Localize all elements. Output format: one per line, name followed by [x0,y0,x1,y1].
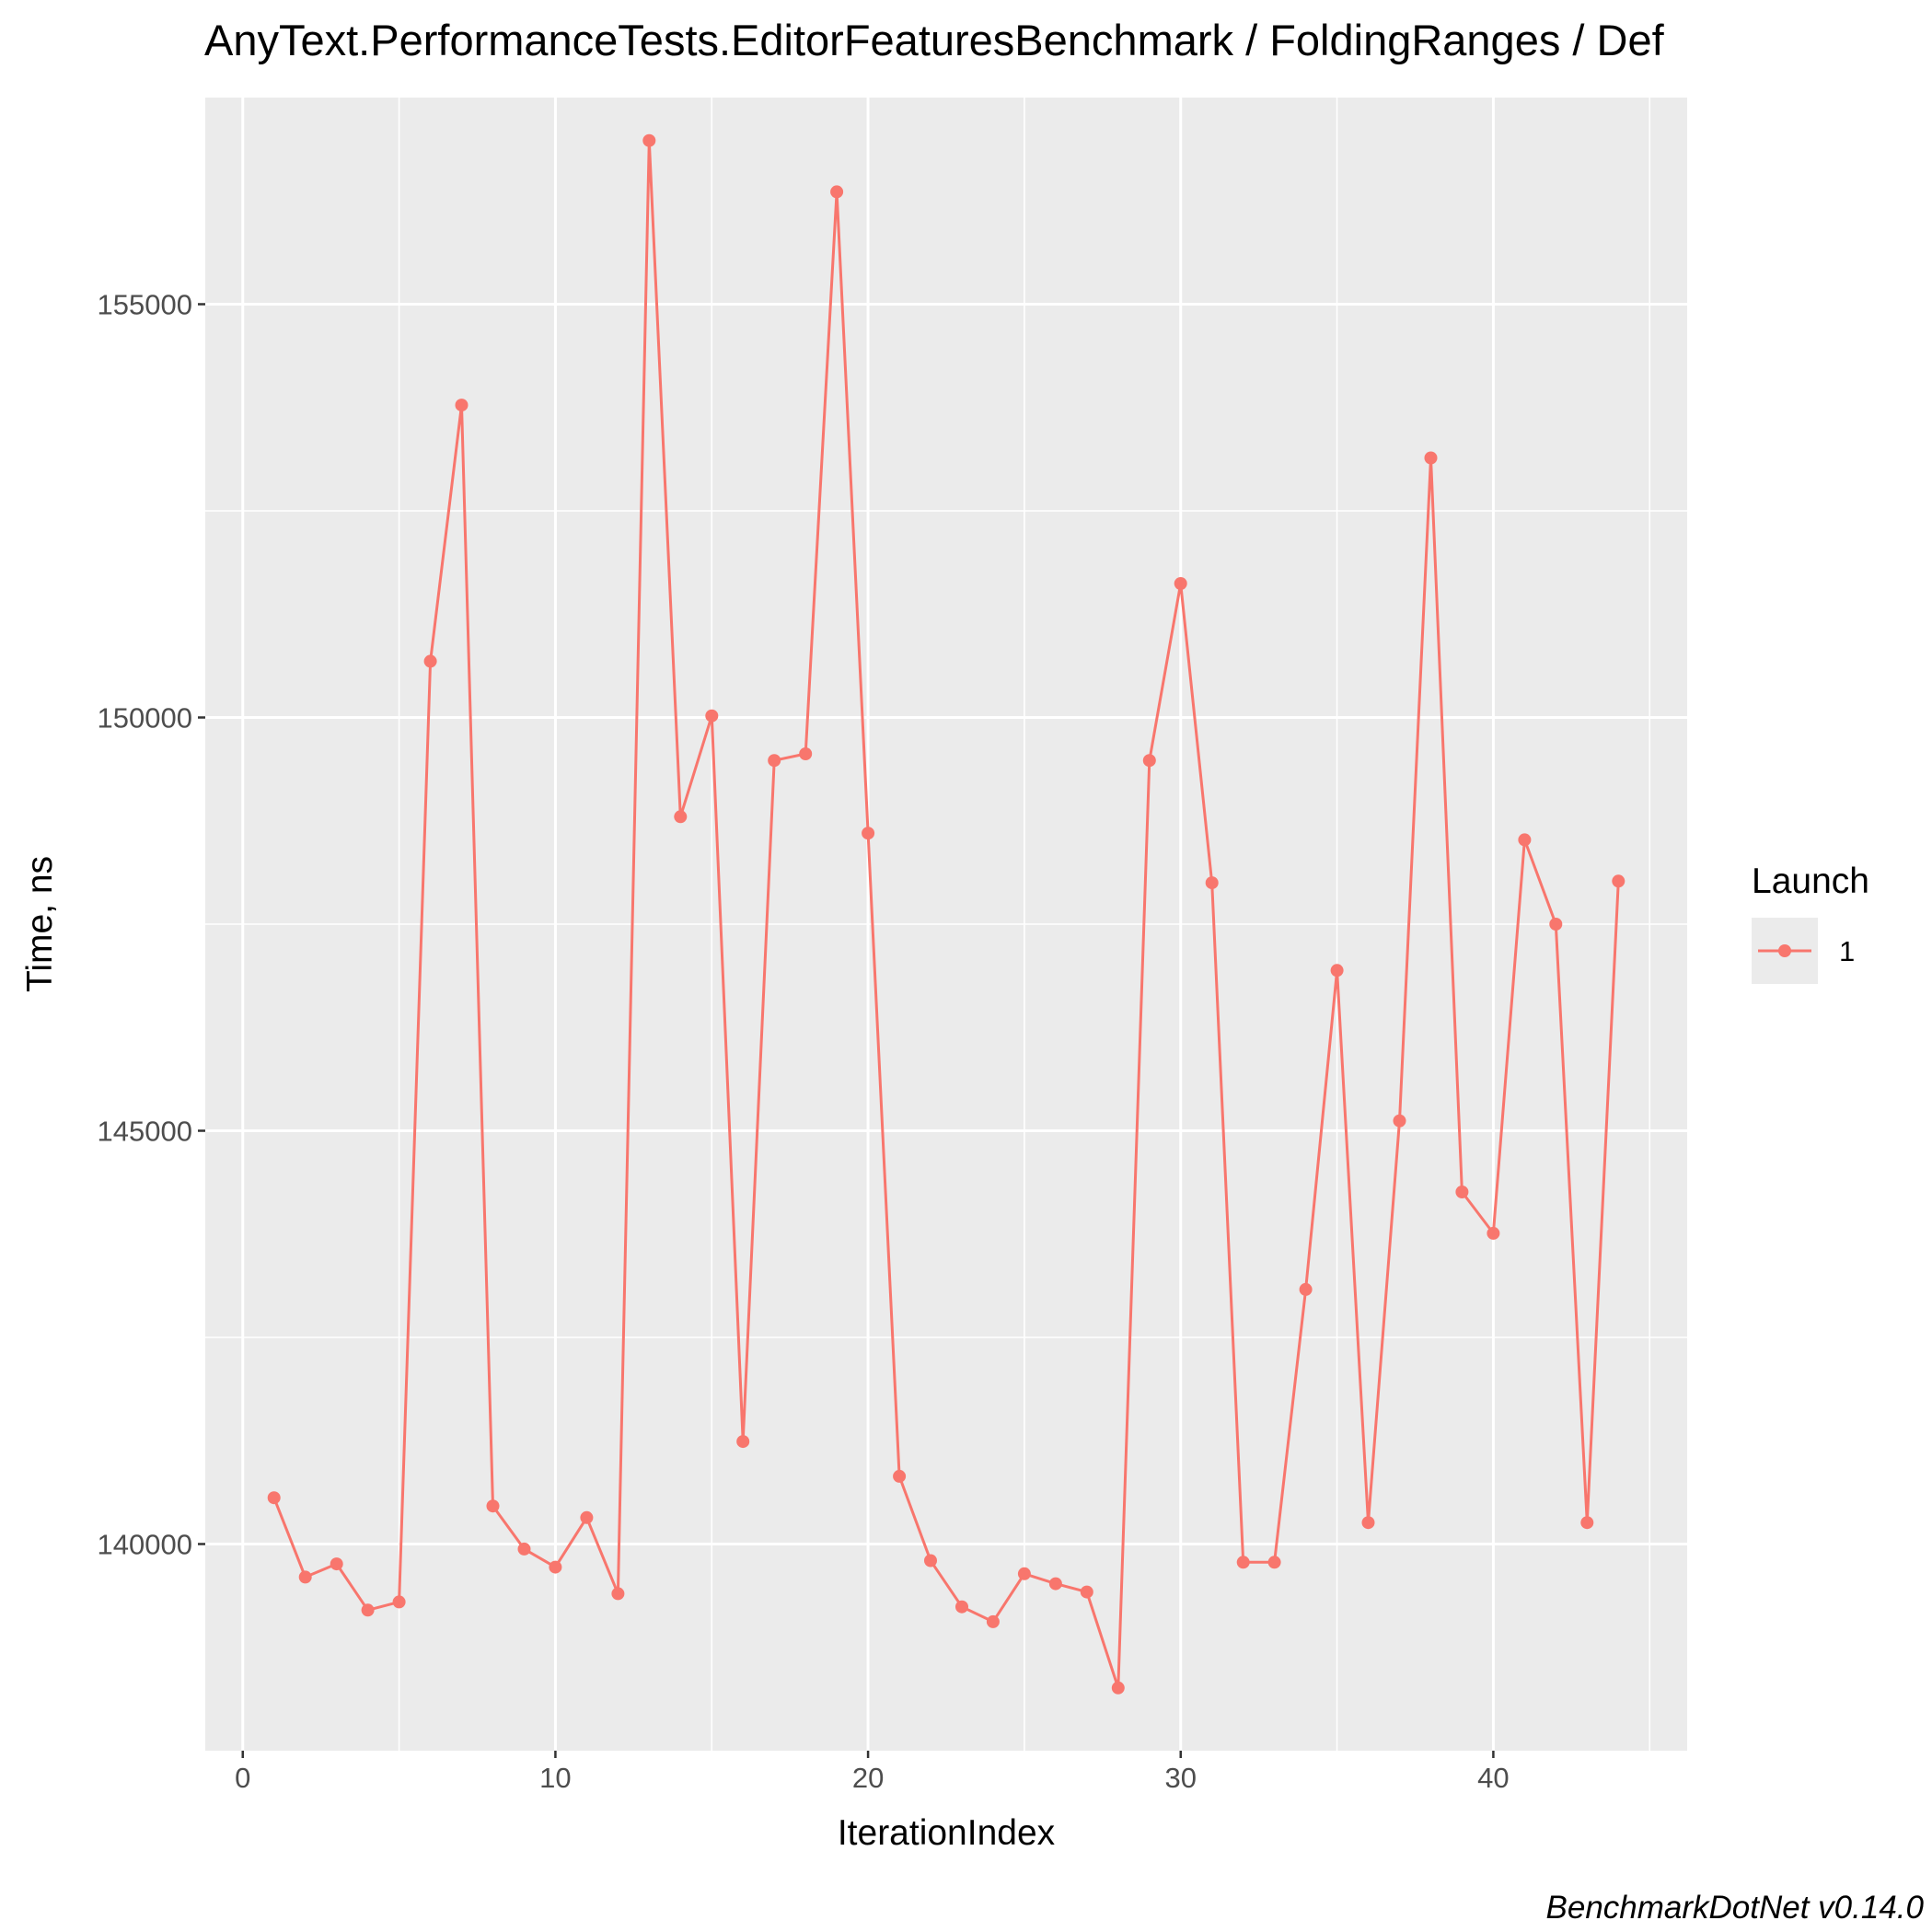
y-tick-label: 155000 [98,289,192,321]
series-line [272,139,1620,1690]
data-point [486,1499,500,1513]
data-point [1111,1681,1125,1695]
chart-title: AnyText.PerformanceTests.EditorFeaturesB… [204,16,1665,64]
data-point [1393,1114,1406,1128]
data-point [1549,918,1563,931]
data-point [1580,1516,1594,1530]
x-tick-label: 10 [539,1762,571,1794]
data-point [799,747,813,760]
data-point [1299,1282,1313,1296]
data-point [705,709,719,723]
data-point [330,1557,343,1571]
series-points [267,133,1625,1695]
data-point [1518,833,1532,847]
axis-ticks [198,303,1495,1758]
data-point [267,1491,281,1505]
data-point [1236,1556,1250,1569]
data-point [1455,1186,1469,1198]
data-point [298,1570,312,1584]
legend: Launch 1 [1752,862,1869,984]
data-point [1080,1585,1093,1599]
legend-title: Launch [1752,862,1869,901]
data-point [392,1595,406,1609]
series-line-1 [272,139,1620,1690]
x-tick-labels: 0 10 20 30 40 [235,1762,1510,1794]
data-point [736,1435,750,1449]
grid-minor [205,98,1687,1751]
data-point [768,754,781,768]
data-point [862,827,875,840]
data-point [423,654,437,668]
y-tick-labels: 140000 145000 150000 155000 [98,289,192,1561]
data-point [893,1469,907,1483]
data-point [924,1554,937,1568]
data-point [1487,1226,1500,1240]
y-tick-label: 145000 [98,1116,192,1148]
data-point [1612,874,1625,888]
data-point [611,1587,625,1601]
y-tick-label: 140000 [98,1529,192,1561]
data-point [1424,451,1438,465]
data-point [1267,1556,1281,1569]
data-point [1361,1516,1375,1530]
legend-label: 1 [1839,935,1855,967]
data-point [830,185,844,199]
x-tick-label: 20 [852,1762,884,1794]
legend-key-point [1778,944,1791,957]
data-point [642,133,656,147]
x-tick-label: 30 [1165,1762,1197,1794]
data-point [1142,754,1156,768]
data-point [955,1600,968,1614]
data-point [455,399,469,412]
x-axis-title: IterationIndex [838,1813,1056,1853]
x-tick-label: 0 [235,1762,250,1794]
data-point [1205,876,1219,890]
data-point [1048,1577,1062,1591]
y-axis-title: Time, ns [20,856,60,992]
caption: BenchmarkDotNet v0.14.0 [1546,1890,1925,1926]
y-tick-label: 150000 [98,702,192,735]
data-point [580,1510,594,1524]
data-point [1017,1567,1031,1580]
data-point [1330,964,1344,978]
data-point [986,1614,1000,1628]
grid-major [205,98,1687,1751]
data-point [549,1560,562,1574]
data-point [361,1603,375,1617]
x-tick-label: 40 [1477,1762,1509,1794]
data-point [1174,577,1187,590]
data-point [674,810,688,824]
data-point [517,1542,531,1556]
